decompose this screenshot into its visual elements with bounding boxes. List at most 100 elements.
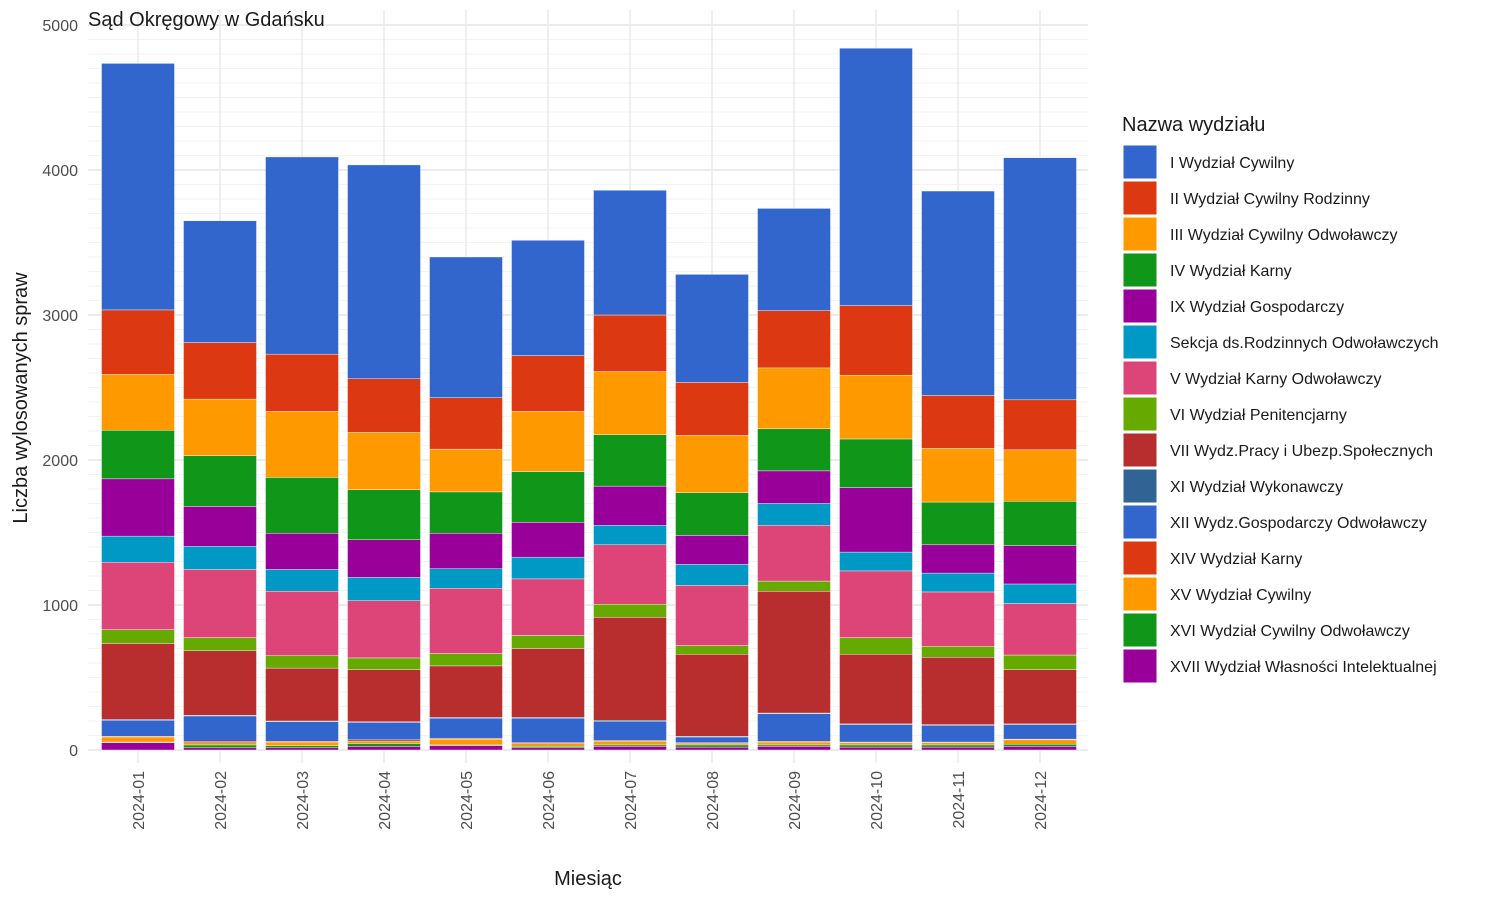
bar-segment <box>347 539 421 578</box>
legend-label: XVI Wydział Cywilny Odwoławczy <box>1170 623 1410 640</box>
bar-segment <box>839 654 913 725</box>
bar-segment <box>675 564 749 586</box>
bar-segment <box>675 645 749 655</box>
bar-segment <box>675 585 749 646</box>
bar-segment <box>921 395 995 449</box>
bar-segment <box>429 745 503 751</box>
bar-segment <box>839 746 913 751</box>
legend-item: IX Wydział Gospodarczy <box>1122 288 1344 324</box>
bar-segment <box>675 274 749 383</box>
bar-segment <box>675 746 749 751</box>
bar-segment <box>839 438 913 488</box>
bar-segment <box>265 591 339 656</box>
legend-item: IV Wydział Karny <box>1122 252 1292 288</box>
x-tick-label: 2024-05 <box>459 771 476 830</box>
bar-segment <box>1003 603 1077 656</box>
legend-swatch <box>1122 612 1158 648</box>
bar-segment <box>593 744 667 747</box>
legend-label: Sekcja ds.Rodzinnych Odwoławczych <box>1170 335 1439 352</box>
bar-segment <box>839 724 913 743</box>
bar-segment <box>593 544 667 605</box>
bar-segment <box>1003 669 1077 725</box>
bar-segment <box>757 744 831 747</box>
bar-segment <box>757 713 831 742</box>
bar-segment <box>101 478 175 537</box>
bar-segment <box>511 648 585 718</box>
x-tick-label: 2024-08 <box>705 771 722 830</box>
bar-segment <box>1003 654 1077 670</box>
bar-segment <box>511 747 585 751</box>
bar-segment <box>593 314 667 372</box>
legend-label: VII Wydz.Pracy i Ubezp.Społecznych <box>1170 443 1433 460</box>
legend-label: XIV Wydział Karny <box>1170 551 1302 568</box>
bar-segment <box>511 522 585 558</box>
bar-segment <box>265 667 339 722</box>
bar-segment <box>593 371 667 435</box>
bar-segment <box>265 655 339 669</box>
bar-segment <box>265 156 339 355</box>
chart-title: Sąd Okręgowy w Gdańsku <box>88 9 325 31</box>
bar-segment <box>757 741 831 746</box>
bar-segment <box>429 533 503 569</box>
bar-segment <box>757 525 831 582</box>
legend-label: XV Wydział Cywilny <box>1170 587 1311 604</box>
bar-segment <box>429 738 503 746</box>
y-tick-label: 3000 <box>42 308 78 325</box>
bar-segment <box>265 533 339 570</box>
legend-swatch <box>1122 648 1158 684</box>
bar-segment <box>347 657 421 670</box>
bar-segment <box>429 588 503 654</box>
legend-swatch <box>1122 180 1158 216</box>
legend-swatch <box>1122 144 1158 180</box>
bar-segment <box>593 617 667 721</box>
bar-segment <box>183 220 257 343</box>
bar-segment <box>101 629 175 644</box>
bar-segment <box>511 717 585 743</box>
bar-segment <box>347 600 421 659</box>
bar-segment <box>757 580 831 592</box>
bar-segment <box>429 568 503 589</box>
legend-label: IV Wydział Karny <box>1170 263 1292 280</box>
x-tick-label: 2024-01 <box>131 771 148 830</box>
bar-segment <box>183 744 257 749</box>
bar-segment <box>347 739 421 742</box>
bar-segment <box>183 747 257 751</box>
bar-segment <box>593 720 667 722</box>
bar-segment <box>429 665 503 718</box>
bar-segment <box>839 487 913 553</box>
bar-segment <box>675 535 749 565</box>
x-tick-label: 2024-10 <box>869 771 886 830</box>
bar-segment <box>511 743 585 747</box>
legend-items: I Wydział Cywilny II Wydział Cywilny Rodz… <box>1122 144 1439 684</box>
legend-item: III Wydział Cywilny Odwoławczy <box>1122 216 1397 252</box>
bar-segment <box>347 577 421 601</box>
bar-segment <box>1003 399 1077 451</box>
bars <box>101 48 1077 751</box>
bar-segment <box>101 562 175 630</box>
y-tick-label: 0 <box>69 743 78 760</box>
bar-segment <box>101 736 175 743</box>
legend-swatch <box>1122 252 1158 288</box>
legend-item: V Wydział Karny Odwoławczy <box>1122 360 1381 396</box>
legend-item: XV Wydział Cywilny <box>1122 576 1311 612</box>
bar-segment <box>511 556 585 580</box>
x-tick-label: 2024-12 <box>1033 771 1050 830</box>
bar-segment <box>511 240 585 356</box>
bar-segment <box>429 397 503 450</box>
legend-item: XII Wydz.Gospodarczy Odwoławczy <box>1122 504 1427 540</box>
y-axis-title: Liczba wylosowanych spraw <box>10 272 32 524</box>
bar-segment <box>183 506 257 547</box>
bar-segment <box>101 63 175 311</box>
bar-segment <box>757 746 831 751</box>
bar-segment <box>429 448 503 493</box>
legend-label: VI Wydział Penitencjarny <box>1170 407 1347 424</box>
bar-segment <box>921 725 995 743</box>
legend-swatch <box>1122 216 1158 252</box>
bar-segment <box>183 637 257 651</box>
bar-segment <box>675 382 749 436</box>
bar-segment <box>675 743 749 746</box>
bar-segment <box>183 741 257 743</box>
bar-segment <box>1003 501 1077 546</box>
bar-segment <box>1003 724 1077 740</box>
